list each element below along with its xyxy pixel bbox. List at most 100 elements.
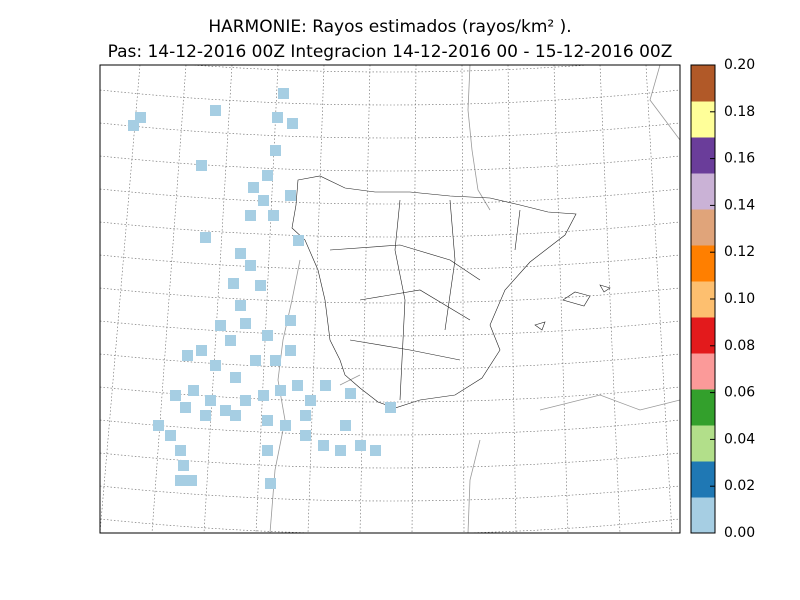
parallel (100, 89, 680, 106)
parallel (187, 65, 593, 73)
lightning-cell (345, 388, 356, 399)
meridian (100, 65, 141, 533)
lightning-cell (293, 235, 304, 246)
lightning-cell (272, 112, 283, 123)
lightning-cell (275, 385, 286, 396)
parallel (100, 518, 680, 533)
parallel (100, 320, 680, 337)
colorbar-band (691, 461, 715, 498)
lightning-cell (240, 395, 251, 406)
lightning-cell (385, 402, 396, 413)
lightning-cell (265, 478, 276, 489)
parallel (100, 221, 680, 238)
lightning-cell (230, 410, 241, 421)
lightning-cell (278, 88, 289, 99)
meridian (784, 65, 800, 533)
meridian (599, 65, 621, 533)
map-subtitle: Pas: 14-12-2016 00Z Integracion 14-12-20… (108, 42, 673, 62)
map-area (0, 65, 800, 533)
colorbar-tick-label: 0.04 (724, 431, 755, 447)
lightning-cell (262, 330, 273, 341)
colorbar-tick-label: 0.10 (724, 291, 755, 307)
lightning-cell (135, 112, 146, 123)
colorbar-tick-label: 0.16 (724, 151, 755, 167)
lightning-cell (245, 260, 256, 271)
lightning-cell (270, 145, 281, 156)
map-title: HARMONIE: Rayos estimados (rayos/km² ). (208, 17, 571, 37)
meridian (255, 65, 279, 533)
meridian (203, 65, 233, 533)
parallel (100, 485, 680, 502)
lightning-cell (258, 390, 269, 401)
meridian (645, 65, 673, 533)
colorbar-band (691, 137, 715, 174)
colorbar-tick-label: 0.02 (724, 478, 755, 494)
lightning-cell (250, 355, 261, 366)
parallel (100, 122, 680, 139)
map-frame (99, 64, 681, 534)
lightning-cell (210, 360, 221, 371)
meridian (461, 65, 465, 533)
lightning-cell (262, 445, 273, 456)
parallel (100, 188, 680, 205)
lightning-cell (220, 405, 231, 416)
lightning-cell (200, 410, 211, 421)
colorbar-tick-label: 0.00 (724, 525, 755, 541)
lightning-cell (170, 390, 181, 401)
lightning-cell (178, 460, 189, 471)
meridian (507, 65, 517, 533)
lightning-cell (228, 278, 239, 289)
meridian (553, 65, 569, 533)
lightning-cell (335, 445, 346, 456)
meridian (0, 65, 2, 533)
colorbar-band (691, 425, 715, 462)
meridian (411, 65, 417, 533)
parallel (100, 254, 680, 271)
lightning-cell (300, 410, 311, 421)
lightning-cell (318, 440, 329, 451)
lightning-cell (248, 182, 259, 193)
meridian (307, 65, 325, 533)
iberia-borders (291, 175, 577, 409)
lightning-cell (262, 415, 273, 426)
colorbar-tick-label: 0.06 (724, 385, 755, 401)
lightning-cell (370, 445, 381, 456)
colorbar-tick-label: 0.14 (724, 197, 755, 213)
parallel (100, 353, 680, 370)
meridian (359, 65, 371, 533)
islands (534, 284, 611, 331)
lightning-cell (268, 210, 279, 221)
parallel (100, 386, 680, 403)
colorbar-band (691, 317, 715, 354)
lightning-cell (180, 402, 191, 413)
colorbar-band (691, 389, 715, 426)
colorbar-tick-label: 0.20 (724, 57, 755, 73)
lightning-cell (270, 355, 281, 366)
parallel (100, 287, 680, 304)
lightning-cell (287, 118, 298, 129)
lightning-cell (186, 475, 197, 486)
colorbar-band (691, 101, 715, 138)
lightning-cell (305, 395, 316, 406)
colorbar-tick-label: 0.18 (724, 104, 755, 120)
colorbar-band (691, 353, 715, 390)
colorbar-tick-label: 0.12 (724, 244, 755, 260)
lightning-cell (153, 420, 164, 431)
lightning-cell (355, 440, 366, 451)
colorbar-band (691, 497, 715, 534)
lightning-cell (292, 380, 303, 391)
lightning-cell (240, 318, 251, 329)
lightning-cell (196, 160, 207, 171)
colorbar-band (691, 65, 715, 102)
lightning-cell (230, 372, 241, 383)
lightning-cell (285, 190, 296, 201)
lightning-cell (280, 420, 291, 431)
lightning-cell (235, 300, 246, 311)
lightning-cell (285, 345, 296, 356)
lightning-cell (225, 335, 236, 346)
lightning-cell (255, 280, 266, 291)
lightning-cell (285, 315, 296, 326)
meridian (0, 65, 48, 533)
colorbar-tick-label: 0.08 (724, 338, 755, 354)
